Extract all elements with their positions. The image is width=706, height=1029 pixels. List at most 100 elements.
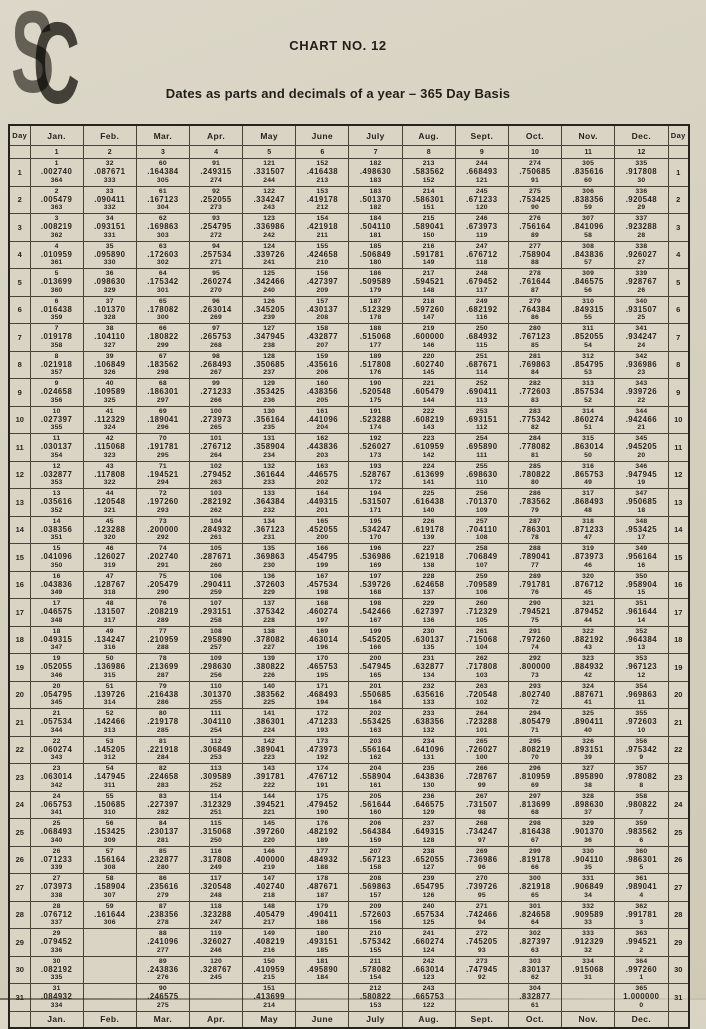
decimal-of-year: .372603 bbox=[253, 579, 285, 589]
cell-june-28: 179.490411 186 bbox=[295, 900, 350, 929]
day-of-year-number: 36 bbox=[105, 270, 114, 277]
cell-feb-6: 37.101370 328 bbox=[82, 295, 137, 324]
decimal-of-year: .575342 bbox=[359, 937, 392, 947]
cell-nov-5: 309.846575 56 bbox=[561, 268, 616, 297]
day-of-year-number: 156 bbox=[316, 270, 329, 277]
days-remaining: 36 bbox=[584, 836, 593, 844]
day-of-year-number: 334 bbox=[582, 957, 595, 965]
day-of-year-number: 212 bbox=[369, 985, 382, 992]
cell-nov-4: 308.843836 57 bbox=[561, 240, 616, 269]
days-remaining: 149 bbox=[422, 259, 435, 267]
days-remaining: 287 bbox=[156, 671, 169, 679]
day-label-left: 3 bbox=[8, 213, 31, 242]
days-remaining: 327 bbox=[103, 341, 116, 349]
decimal-of-year: .208219 bbox=[147, 607, 179, 617]
cell-june-1: 152.416438 213 bbox=[295, 158, 350, 187]
cell-aug-27: 239.654795 126 bbox=[401, 873, 456, 902]
cell-july-29: 210.575342 155 bbox=[348, 928, 403, 957]
cell-aug-30: 242.663014 123 bbox=[401, 955, 456, 984]
day-of-year-number: 173 bbox=[316, 737, 329, 745]
decimal-of-year: .139726 bbox=[94, 689, 126, 699]
decimal-of-year: .326027 bbox=[200, 937, 232, 947]
empty-cell-apr-31 bbox=[188, 983, 244, 1012]
decimal-of-year: .438356 bbox=[306, 387, 339, 397]
cell-may-23: 143.391781 222 bbox=[242, 763, 297, 792]
cell-oct-10: 283.775342 82 bbox=[507, 405, 563, 434]
day-of-year-number: 321 bbox=[582, 600, 595, 607]
footer-month-july: July bbox=[348, 1010, 403, 1028]
day-of-year-number: 78 bbox=[158, 655, 167, 662]
day-of-year-number: 251 bbox=[475, 352, 488, 360]
decimal-of-year: .821918 bbox=[519, 882, 551, 892]
cell-july-28: 209.572603 156 bbox=[348, 900, 403, 929]
cell-aug-6: 218.597260 147 bbox=[401, 295, 456, 324]
decimal-of-year: .723288 bbox=[466, 717, 498, 727]
day-of-year-number: 362 bbox=[635, 902, 648, 910]
decimal-of-year: .624658 bbox=[413, 579, 445, 589]
decimal-of-year: .720548 bbox=[466, 689, 498, 699]
cell-july-3: 184.504110 181 bbox=[348, 213, 403, 242]
day-of-year-number: 199 bbox=[369, 627, 382, 635]
days-remaining: 268 bbox=[210, 341, 223, 349]
day-of-year-number: 211 bbox=[369, 957, 382, 965]
days-remaining: 229 bbox=[263, 589, 276, 597]
cell-june-17: 168.460274 197 bbox=[295, 598, 350, 627]
days-remaining: 109 bbox=[475, 506, 488, 514]
footer-corner-blank bbox=[8, 1010, 31, 1028]
days-remaining: 179 bbox=[369, 286, 382, 294]
table-row-day-7: 7 7.019178 358 38.104110 327 66.180822 299 97.2… bbox=[8, 323, 690, 352]
day-of-year-number: 61 bbox=[158, 187, 167, 195]
cell-apr-3: 93.254795 272 bbox=[188, 213, 244, 242]
decimal-of-year: .082192 bbox=[40, 964, 73, 974]
days-remaining: 15 bbox=[637, 589, 646, 597]
days-remaining: 53 bbox=[584, 369, 593, 377]
month-header-aug: Aug. bbox=[401, 124, 456, 146]
days-remaining: 88 bbox=[531, 259, 539, 267]
day-of-year-number: 184 bbox=[369, 215, 382, 222]
day-of-year-number: 219 bbox=[422, 325, 435, 332]
days-remaining: 340 bbox=[50, 836, 63, 844]
day-of-year-number: 171 bbox=[316, 682, 329, 690]
cell-jan-11: 11.030137 354 bbox=[29, 433, 84, 462]
days-remaining: 246 bbox=[210, 946, 223, 954]
cell-june-22: 173.473973 192 bbox=[295, 735, 350, 764]
days-remaining: 138 bbox=[422, 561, 435, 569]
decimal-of-year: .323288 bbox=[200, 909, 232, 919]
days-remaining: 275 bbox=[156, 1001, 169, 1009]
days-remaining: 341 bbox=[50, 809, 63, 817]
cell-june-26: 177.484932 188 bbox=[295, 845, 350, 874]
day-label-right: 8 bbox=[667, 350, 690, 379]
decimal-of-year: .950685 bbox=[625, 497, 658, 507]
days-remaining: 305 bbox=[156, 176, 169, 184]
cell-feb-28: 59.161644 306 bbox=[82, 900, 137, 929]
cell-sept-11: 254.695890 111 bbox=[454, 433, 509, 462]
decimal-of-year: .424658 bbox=[306, 249, 339, 259]
cell-jan-19: 19.052055 346 bbox=[29, 653, 84, 682]
cell-apr-27: 117.320548 248 bbox=[188, 873, 244, 902]
days-remaining: 285 bbox=[156, 726, 169, 734]
day-of-year-number: 339 bbox=[635, 270, 648, 277]
day-of-year-number: 76 bbox=[158, 600, 167, 607]
day-of-year-number: 303 bbox=[529, 957, 541, 965]
day-label-right: 19 bbox=[667, 653, 690, 682]
cell-jan-28: 28.076712 337 bbox=[29, 900, 84, 929]
days-remaining: 5 bbox=[639, 864, 644, 872]
decimal-of-year: .797260 bbox=[519, 634, 551, 644]
day-of-year-number: 213 bbox=[422, 160, 435, 167]
day-of-year-number: 223 bbox=[422, 435, 435, 442]
cell-may-11: 131.358904 234 bbox=[242, 433, 297, 462]
days-remaining: 121 bbox=[475, 176, 488, 184]
day-of-year-number: 357 bbox=[635, 765, 648, 772]
day-of-year-number: 68 bbox=[158, 380, 167, 387]
day-of-year-number: 240 bbox=[422, 902, 435, 910]
decimal-of-year: .309589 bbox=[200, 772, 232, 782]
day-label-left: 26 bbox=[8, 845, 31, 874]
decimal-of-year: .063014 bbox=[40, 772, 73, 782]
days-remaining: 225 bbox=[263, 699, 276, 707]
decimal-of-year: .224658 bbox=[147, 772, 179, 782]
decimal-of-year: .468493 bbox=[306, 689, 339, 699]
cell-july-30: 211.578082 154 bbox=[348, 955, 403, 984]
decimal-of-year: .906849 bbox=[572, 882, 604, 892]
decimal-of-year: .956164 bbox=[625, 552, 658, 562]
decimal-of-year: .786301 bbox=[519, 524, 551, 534]
